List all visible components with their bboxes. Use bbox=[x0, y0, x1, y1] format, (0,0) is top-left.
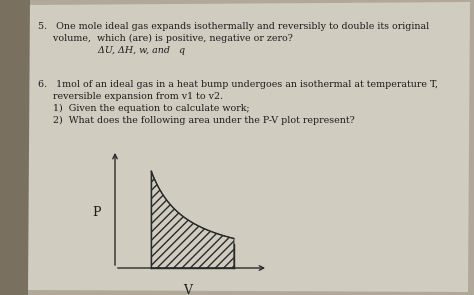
Text: 1)  Given the equation to calculate work;: 1) Given the equation to calculate work; bbox=[38, 104, 250, 113]
PathPatch shape bbox=[22, 2, 470, 292]
PathPatch shape bbox=[0, 0, 30, 295]
Text: 2)  What does the following area under the P-V plot represent?: 2) What does the following area under th… bbox=[38, 116, 355, 125]
Text: V: V bbox=[183, 284, 192, 295]
Text: 5.   One mole ideal gas expands isothermally and reversibly to double its origin: 5. One mole ideal gas expands isothermal… bbox=[38, 22, 429, 31]
Text: reversible expansion from v1 to v2.: reversible expansion from v1 to v2. bbox=[38, 92, 223, 101]
Text: 6.   1mol of an ideal gas in a heat bump undergoes an isothermal at temperature : 6. 1mol of an ideal gas in a heat bump u… bbox=[38, 80, 438, 89]
Text: ΔU, ΔH, w, and   q: ΔU, ΔH, w, and q bbox=[38, 46, 185, 55]
Text: volume,  which (are) is positive, negative or zero?: volume, which (are) is positive, negativ… bbox=[38, 34, 293, 43]
Text: P: P bbox=[93, 206, 101, 219]
